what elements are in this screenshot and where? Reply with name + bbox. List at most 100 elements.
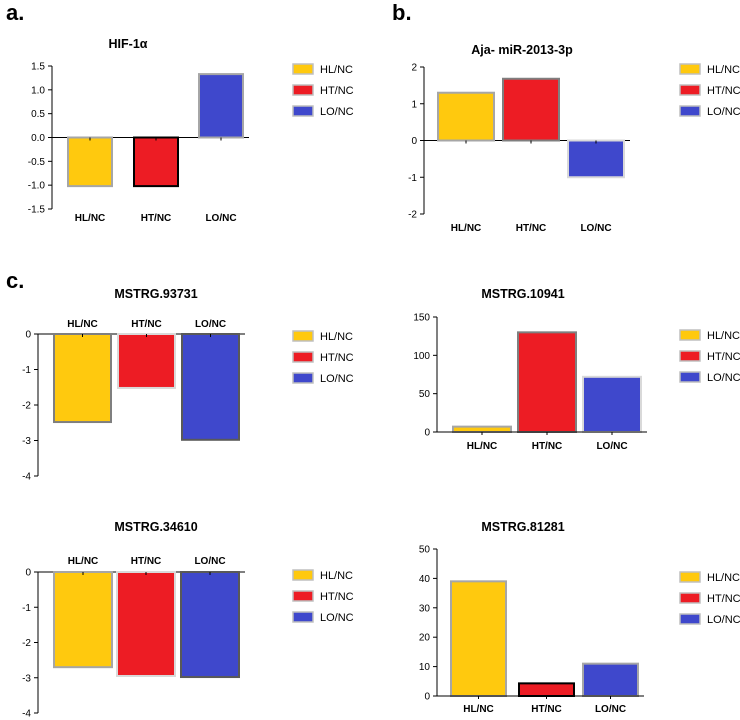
legend-label: LO/NC xyxy=(320,612,354,624)
category-label: LO/NC xyxy=(596,441,627,452)
legend-label: LO/NC xyxy=(707,372,740,384)
legend-swatch xyxy=(680,330,700,340)
legend-label: HT/NC xyxy=(707,593,740,605)
bar-lo-nc xyxy=(199,74,243,137)
y-tick-label: 2 xyxy=(411,63,417,74)
bar-lo-nc xyxy=(181,572,239,677)
category-label: HT/NC xyxy=(531,704,562,715)
chart-title: MSTRG.34610 xyxy=(114,520,197,534)
bar-ht-nc xyxy=(134,138,178,187)
figure-canvas: a. b. c. HIF-1α1.51.00.50.0-0.5-1.0-1.5H… xyxy=(0,0,740,720)
y-tick-label: 50 xyxy=(419,389,431,400)
category-label: HT/NC xyxy=(516,223,547,234)
bar-lo-nc xyxy=(182,334,239,440)
legend-swatch xyxy=(680,614,700,624)
y-tick-label: 0.5 xyxy=(31,109,45,120)
y-tick-label: 0 xyxy=(424,692,430,703)
bar-hl-nc xyxy=(451,581,506,696)
y-tick-label: 0 xyxy=(25,568,31,579)
legend-swatch xyxy=(293,331,313,341)
legend-swatch xyxy=(680,106,700,116)
category-label: HT/NC xyxy=(131,556,162,567)
y-tick-label: 0.0 xyxy=(31,133,45,144)
panel-label-c: c. xyxy=(6,268,24,293)
legend-label: HT/NC xyxy=(320,85,354,97)
legend-label: HL/NC xyxy=(707,572,740,584)
panel-label-a: a. xyxy=(6,0,24,25)
y-tick-label: -2 xyxy=(408,210,417,221)
legend-label: LO/NC xyxy=(707,614,740,626)
y-tick-label: 1.5 xyxy=(31,62,45,73)
y-tick-label: 0 xyxy=(411,136,417,147)
bar-lo-nc xyxy=(568,141,624,178)
y-tick-label: -4 xyxy=(22,709,31,720)
chart-3: MSTRG.93731 0 -1 -2 -3 -4 HL/NC HT/NC LO/NC HL/NC… xyxy=(22,287,354,483)
legend-swatch xyxy=(293,85,313,95)
chart-title: HIF-1α xyxy=(109,37,148,51)
chart-title: MSTRG.10941 xyxy=(481,287,564,301)
legend-swatch xyxy=(293,352,313,362)
legend-swatch xyxy=(293,612,313,622)
y-tick-label: 1.0 xyxy=(31,85,45,96)
y-tick-label: -2 xyxy=(22,638,31,649)
legend-swatch xyxy=(293,591,313,601)
category-label: LO/NC xyxy=(580,223,611,234)
legend-swatch xyxy=(680,372,700,382)
charts-group: HIF-1α 1.5 1.0 0.5 0.0 -0.5 -1.0 -1.5 HL/NC HT/NC… xyxy=(22,37,740,720)
panel-label-b: b. xyxy=(392,0,412,25)
chart-4: MSTRG.10941 150 100 50 0 HL/NC HT/NC LO/NC HL/NC… xyxy=(413,287,740,452)
y-tick-label: 50 xyxy=(419,545,431,556)
category-label: HL/NC xyxy=(451,223,482,234)
y-tick-label: 100 xyxy=(413,351,430,362)
legend-label: HL/NC xyxy=(320,64,353,76)
legend-label: LO/NC xyxy=(320,373,354,385)
legend-label: LO/NC xyxy=(320,106,354,118)
legend-label: LO/NC xyxy=(707,106,740,118)
bar-ht-nc xyxy=(117,572,175,676)
y-tick-label: 40 xyxy=(419,574,431,585)
legend-swatch xyxy=(680,64,700,74)
legend-swatch xyxy=(293,570,313,580)
bar-hl-nc xyxy=(68,138,112,187)
legend-label: HL/NC xyxy=(707,64,740,76)
y-tick-label: 20 xyxy=(419,633,431,644)
chart-2: Aja- miR-2013-3p 2 1 0 -1 -2 HL/NC HT/NC LO/NC HL… xyxy=(408,43,740,234)
chart-title: MSTRG.81281 xyxy=(481,520,564,534)
y-tick-label: -2 xyxy=(22,401,31,412)
category-label: HT/NC xyxy=(532,441,563,452)
legend-swatch xyxy=(293,373,313,383)
y-tick-label: 0 xyxy=(424,428,430,439)
y-tick-label: 1 xyxy=(411,99,417,110)
category-label: HL/NC xyxy=(75,213,106,224)
category-label: HT/NC xyxy=(131,319,162,330)
bar-hl-nc xyxy=(453,427,511,432)
bar-hl-nc xyxy=(438,93,494,141)
chart-5: MSTRG.34610 0 -1 -2 -3 -4 HL/NC HT/NC LO/NC HL/NC… xyxy=(22,520,354,720)
bar-lo-nc xyxy=(583,377,641,432)
legend-label: HT/NC xyxy=(707,85,740,97)
y-tick-label: -1 xyxy=(408,173,417,184)
category-label: HL/NC xyxy=(68,556,99,567)
y-tick-label: -3 xyxy=(22,436,31,447)
category-label: HL/NC xyxy=(463,704,494,715)
y-tick-label: -1.0 xyxy=(28,181,46,192)
y-tick-label: -1.5 xyxy=(28,205,46,216)
chart-1: HIF-1α 1.5 1.0 0.5 0.0 -0.5 -1.0 -1.5 HL/NC HT/NC… xyxy=(28,37,354,224)
y-tick-label: -3 xyxy=(22,673,31,684)
legend-label: HL/NC xyxy=(320,570,353,582)
category-label: HT/NC xyxy=(141,213,172,224)
y-tick-label: 10 xyxy=(419,662,431,673)
bar-hl-nc xyxy=(54,334,111,422)
legend-swatch xyxy=(680,351,700,361)
bar-ht-nc xyxy=(118,334,175,388)
y-tick-label: -1 xyxy=(22,603,31,614)
y-tick-label: 150 xyxy=(413,313,430,324)
bar-ht-nc xyxy=(503,79,559,141)
legend-swatch xyxy=(293,64,313,74)
category-label: HL/NC xyxy=(467,441,498,452)
category-label: LO/NC xyxy=(195,319,226,330)
category-label: HL/NC xyxy=(67,319,98,330)
y-tick-label: -1 xyxy=(22,365,31,376)
legend-swatch xyxy=(293,106,313,116)
chart-title: MSTRG.93731 xyxy=(114,287,197,301)
